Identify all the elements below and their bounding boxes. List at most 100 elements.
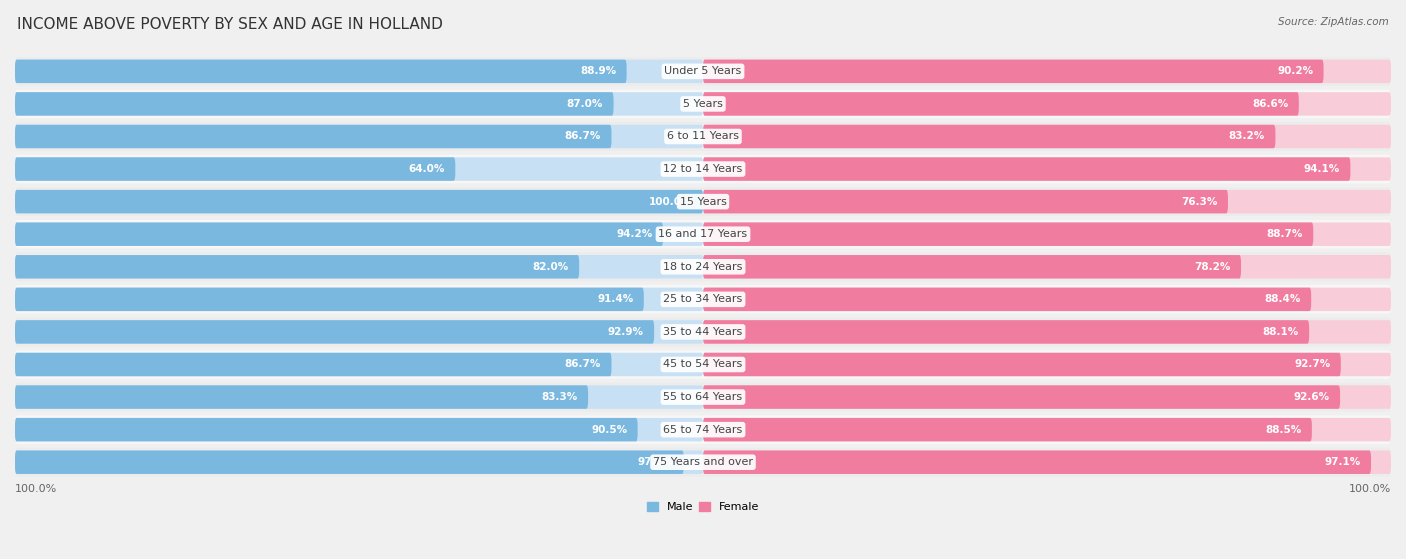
FancyBboxPatch shape — [15, 60, 627, 83]
Text: 83.3%: 83.3% — [541, 392, 578, 402]
Text: 6 to 11 Years: 6 to 11 Years — [666, 131, 740, 141]
FancyBboxPatch shape — [15, 125, 703, 148]
Text: 15 Years: 15 Years — [679, 197, 727, 207]
FancyBboxPatch shape — [703, 125, 1391, 148]
Text: 92.6%: 92.6% — [1294, 392, 1330, 402]
FancyBboxPatch shape — [15, 418, 703, 442]
FancyBboxPatch shape — [15, 187, 1391, 216]
Text: 88.5%: 88.5% — [1265, 425, 1302, 435]
Text: 86.7%: 86.7% — [565, 359, 602, 369]
FancyBboxPatch shape — [703, 353, 1341, 376]
FancyBboxPatch shape — [15, 448, 1391, 477]
FancyBboxPatch shape — [703, 353, 1391, 376]
Text: 88.7%: 88.7% — [1267, 229, 1303, 239]
FancyBboxPatch shape — [703, 222, 1313, 246]
FancyBboxPatch shape — [15, 383, 1391, 411]
FancyBboxPatch shape — [703, 255, 1391, 278]
FancyBboxPatch shape — [15, 92, 703, 116]
Text: 45 to 54 Years: 45 to 54 Years — [664, 359, 742, 369]
Text: Source: ZipAtlas.com: Source: ZipAtlas.com — [1278, 17, 1389, 27]
Text: 88.4%: 88.4% — [1264, 295, 1301, 304]
FancyBboxPatch shape — [15, 222, 703, 246]
Text: 90.5%: 90.5% — [591, 425, 627, 435]
FancyBboxPatch shape — [15, 318, 1391, 346]
FancyBboxPatch shape — [15, 157, 703, 181]
Text: INCOME ABOVE POVERTY BY SEX AND AGE IN HOLLAND: INCOME ABOVE POVERTY BY SEX AND AGE IN H… — [17, 17, 443, 32]
FancyBboxPatch shape — [15, 190, 703, 214]
FancyBboxPatch shape — [15, 122, 1391, 151]
Text: 5 Years: 5 Years — [683, 99, 723, 109]
FancyBboxPatch shape — [703, 288, 1312, 311]
FancyBboxPatch shape — [15, 222, 664, 246]
Text: 91.4%: 91.4% — [598, 295, 634, 304]
Text: 78.2%: 78.2% — [1194, 262, 1230, 272]
FancyBboxPatch shape — [15, 57, 1391, 86]
FancyBboxPatch shape — [15, 157, 456, 181]
FancyBboxPatch shape — [15, 385, 703, 409]
Text: 94.1%: 94.1% — [1303, 164, 1340, 174]
FancyBboxPatch shape — [15, 255, 703, 278]
Text: 100.0%: 100.0% — [650, 197, 693, 207]
FancyBboxPatch shape — [703, 288, 1391, 311]
FancyBboxPatch shape — [15, 451, 683, 474]
Text: 86.6%: 86.6% — [1253, 99, 1288, 109]
FancyBboxPatch shape — [703, 157, 1391, 181]
FancyBboxPatch shape — [703, 255, 1241, 278]
FancyBboxPatch shape — [703, 451, 1391, 474]
Text: Under 5 Years: Under 5 Years — [665, 67, 741, 77]
FancyBboxPatch shape — [703, 60, 1323, 83]
FancyBboxPatch shape — [15, 155, 1391, 183]
FancyBboxPatch shape — [703, 320, 1309, 344]
FancyBboxPatch shape — [15, 253, 1391, 281]
FancyBboxPatch shape — [703, 190, 1227, 214]
FancyBboxPatch shape — [15, 350, 1391, 379]
FancyBboxPatch shape — [703, 418, 1312, 442]
FancyBboxPatch shape — [15, 92, 613, 116]
Text: 94.2%: 94.2% — [616, 229, 652, 239]
FancyBboxPatch shape — [703, 320, 1391, 344]
Text: 88.1%: 88.1% — [1263, 327, 1299, 337]
FancyBboxPatch shape — [15, 418, 638, 442]
Text: 92.7%: 92.7% — [1294, 359, 1330, 369]
Text: 100.0%: 100.0% — [1348, 484, 1391, 494]
Text: 87.0%: 87.0% — [567, 99, 603, 109]
Text: 97.1%: 97.1% — [1324, 457, 1361, 467]
Text: 97.2%: 97.2% — [637, 457, 673, 467]
Text: 92.9%: 92.9% — [607, 327, 644, 337]
FancyBboxPatch shape — [703, 125, 1275, 148]
FancyBboxPatch shape — [703, 451, 1371, 474]
Text: 100.0%: 100.0% — [15, 484, 58, 494]
Text: 64.0%: 64.0% — [409, 164, 446, 174]
FancyBboxPatch shape — [15, 353, 703, 376]
FancyBboxPatch shape — [703, 385, 1340, 409]
FancyBboxPatch shape — [15, 288, 644, 311]
FancyBboxPatch shape — [703, 157, 1350, 181]
FancyBboxPatch shape — [15, 190, 703, 214]
Text: 90.2%: 90.2% — [1277, 67, 1313, 77]
FancyBboxPatch shape — [703, 92, 1299, 116]
Text: 12 to 14 Years: 12 to 14 Years — [664, 164, 742, 174]
FancyBboxPatch shape — [15, 353, 612, 376]
FancyBboxPatch shape — [15, 255, 579, 278]
FancyBboxPatch shape — [15, 320, 654, 344]
FancyBboxPatch shape — [15, 451, 703, 474]
Text: 82.0%: 82.0% — [533, 262, 569, 272]
FancyBboxPatch shape — [15, 288, 703, 311]
FancyBboxPatch shape — [15, 60, 703, 83]
Text: 35 to 44 Years: 35 to 44 Years — [664, 327, 742, 337]
FancyBboxPatch shape — [703, 60, 1391, 83]
FancyBboxPatch shape — [15, 320, 703, 344]
FancyBboxPatch shape — [15, 285, 1391, 314]
FancyBboxPatch shape — [703, 418, 1391, 442]
FancyBboxPatch shape — [15, 415, 1391, 444]
Text: 65 to 74 Years: 65 to 74 Years — [664, 425, 742, 435]
FancyBboxPatch shape — [15, 385, 588, 409]
Text: 18 to 24 Years: 18 to 24 Years — [664, 262, 742, 272]
Legend: Male, Female: Male, Female — [643, 498, 763, 517]
Text: 88.9%: 88.9% — [581, 67, 616, 77]
Text: 83.2%: 83.2% — [1229, 131, 1265, 141]
FancyBboxPatch shape — [703, 92, 1391, 116]
FancyBboxPatch shape — [15, 89, 1391, 119]
FancyBboxPatch shape — [15, 220, 1391, 249]
Text: 76.3%: 76.3% — [1181, 197, 1218, 207]
